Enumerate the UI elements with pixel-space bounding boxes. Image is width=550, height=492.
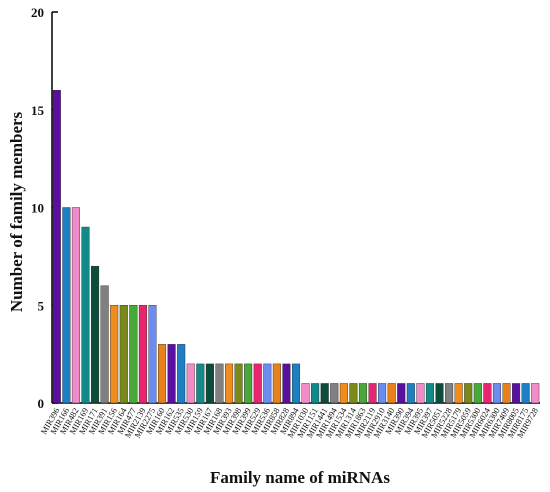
bar bbox=[445, 383, 454, 404]
bar bbox=[320, 383, 329, 404]
bar bbox=[330, 383, 339, 404]
bar bbox=[454, 383, 463, 404]
bar bbox=[263, 363, 272, 404]
bar bbox=[138, 305, 147, 404]
y-tick-label: 0 bbox=[38, 396, 45, 411]
bar bbox=[301, 383, 310, 404]
bar bbox=[425, 383, 434, 404]
bar bbox=[311, 383, 320, 404]
bar bbox=[62, 207, 71, 404]
bar bbox=[244, 363, 253, 404]
bar bbox=[531, 383, 540, 404]
bar bbox=[502, 383, 511, 404]
bar bbox=[186, 363, 195, 404]
bar bbox=[358, 383, 368, 404]
bar bbox=[368, 383, 377, 404]
y-tick-label: 5 bbox=[38, 298, 45, 313]
bar bbox=[253, 363, 262, 404]
bar bbox=[406, 383, 415, 404]
bar bbox=[387, 383, 396, 404]
bar bbox=[119, 305, 128, 404]
bar bbox=[464, 383, 473, 404]
bar bbox=[291, 363, 301, 404]
bar bbox=[110, 305, 119, 404]
y-axis-label: Number of family members bbox=[7, 111, 26, 312]
bar bbox=[224, 363, 234, 404]
y-tick-label: 15 bbox=[31, 103, 45, 118]
bar bbox=[234, 363, 243, 404]
x-axis-label: Family name of miRNAs bbox=[210, 468, 390, 487]
bar bbox=[177, 344, 186, 404]
bar bbox=[473, 383, 482, 404]
bar bbox=[71, 207, 80, 404]
bar bbox=[148, 305, 157, 404]
bar bbox=[91, 265, 100, 404]
bar bbox=[52, 89, 61, 404]
bar bbox=[167, 344, 176, 404]
bar bbox=[521, 383, 530, 404]
y-tick-label: 20 bbox=[31, 5, 44, 20]
bar bbox=[416, 383, 425, 404]
bar bbox=[397, 383, 406, 404]
bar bbox=[492, 383, 501, 404]
bar bbox=[349, 383, 358, 404]
bar bbox=[435, 383, 444, 404]
bar bbox=[100, 285, 109, 404]
bar bbox=[272, 363, 281, 404]
bar bbox=[81, 226, 90, 404]
bar bbox=[282, 363, 291, 404]
bar bbox=[196, 363, 205, 404]
bar bbox=[129, 305, 138, 404]
bar bbox=[512, 383, 521, 404]
bar bbox=[339, 383, 348, 404]
bar bbox=[483, 383, 492, 404]
y-tick-label: 10 bbox=[31, 201, 44, 216]
bar bbox=[215, 363, 224, 404]
bar bbox=[158, 344, 167, 404]
bar bbox=[378, 383, 387, 404]
bar bbox=[205, 363, 214, 404]
